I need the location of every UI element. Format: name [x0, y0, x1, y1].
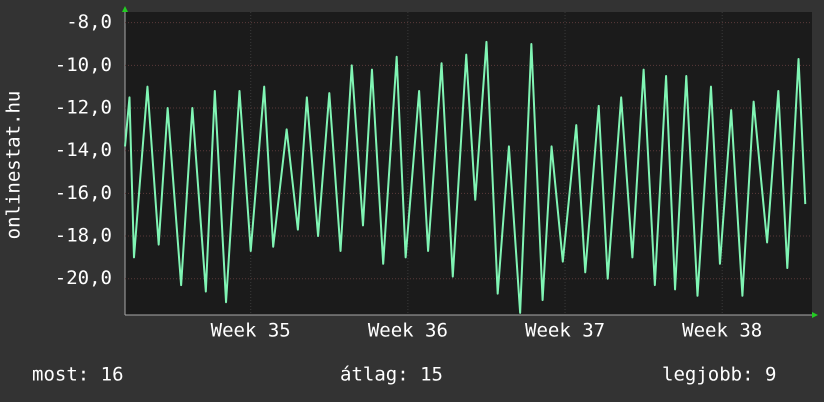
footer-current: most: 16 — [32, 364, 124, 386]
y-tick-label: -8,0 — [66, 11, 112, 33]
plot-area — [125, 12, 812, 315]
y-tick-label: -12,0 — [55, 97, 112, 119]
footer-average: átlag: 15 — [340, 364, 443, 386]
x-tick-label: Week 38 — [682, 320, 762, 342]
x-tick-label: Week 36 — [368, 320, 448, 342]
y-tick-label: -10,0 — [55, 54, 112, 76]
footer-best: legjobb: 9 — [662, 364, 776, 386]
y-axis-arrow — [122, 6, 128, 12]
x-axis-arrow — [812, 312, 818, 318]
y-tick-label: -16,0 — [55, 182, 112, 204]
y-axis-label: onlinestat.hu — [3, 91, 25, 240]
x-tick-label: Week 37 — [525, 320, 605, 342]
x-tick-label: Week 35 — [211, 320, 291, 342]
y-tick-label: -18,0 — [55, 225, 112, 247]
y-tick-label: -20,0 — [55, 267, 112, 289]
y-tick-label: -14,0 — [55, 139, 112, 161]
data-line — [124, 40, 807, 314]
